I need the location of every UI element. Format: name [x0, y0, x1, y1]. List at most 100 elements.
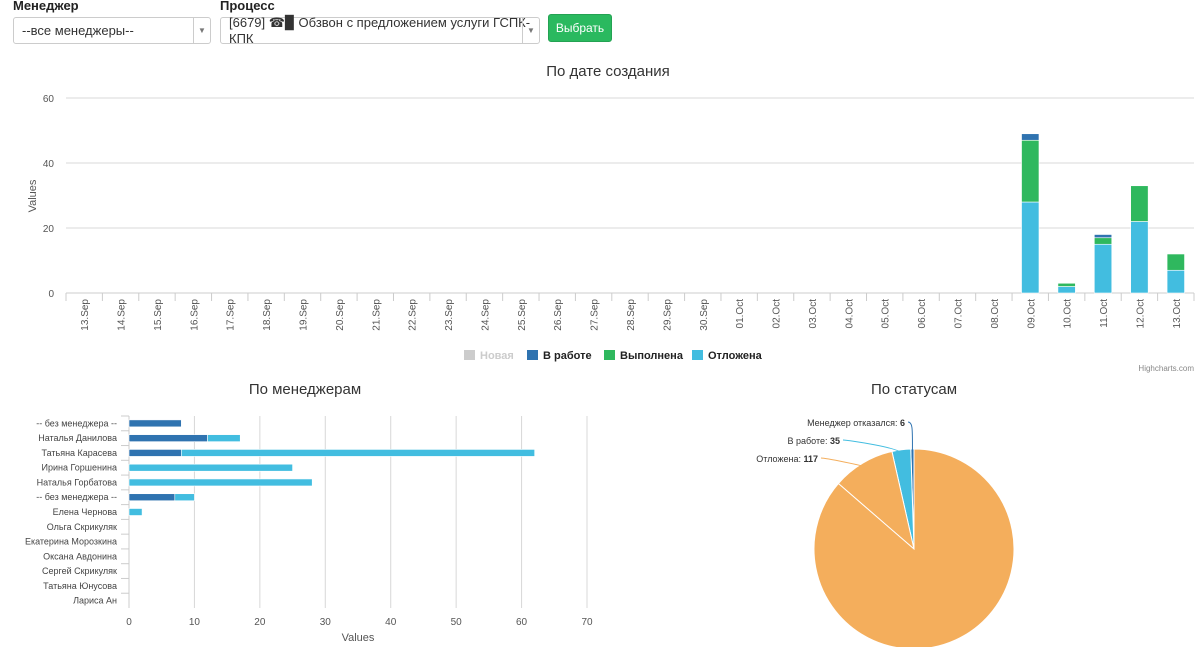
pie-connector: [907, 421, 913, 454]
legend-swatch: [464, 350, 475, 360]
x-tick-label: 24.Sep: [480, 299, 491, 331]
y-tick-label: 40: [43, 159, 55, 170]
pie-slice: [813, 448, 1015, 647]
pie-label: В работе: 35: [787, 436, 840, 446]
manager-select[interactable]: --все менеджеры-- ▼: [13, 17, 211, 44]
x-tick-label: 29.Sep: [662, 299, 673, 331]
bar-Отложена: [1130, 221, 1149, 294]
legend-swatch: [527, 350, 538, 360]
y-tick-label: 60: [43, 94, 55, 105]
x-tick-label: 30.Sep: [699, 299, 710, 331]
x-tick-label: 30: [320, 617, 332, 628]
bar-В работе: [1021, 133, 1040, 141]
bar-В работе: [1093, 234, 1113, 239]
x-tick-label: 40: [385, 617, 397, 628]
pie-connector: [820, 457, 866, 468]
bar-Отложена: [1093, 243, 1113, 294]
x-tick-label: 04.Oct: [844, 299, 855, 329]
x-tick-label: 70: [581, 617, 593, 628]
y-tick-label: -- без менеджера --: [36, 492, 117, 502]
x-tick-label: 25.Sep: [517, 299, 528, 331]
bar-Отложена: [128, 463, 293, 472]
bar-В работе: [128, 419, 182, 428]
x-tick-label: 20: [254, 617, 266, 628]
process-label: Процесс: [220, 0, 275, 13]
chart-title: По менеджерам: [249, 381, 361, 398]
credits-link: Highcharts.com: [1138, 364, 1194, 373]
process-select-value: [6679] ☎▉ Обзвон с предложением услуги Г…: [229, 15, 531, 46]
x-tick-label: 28.Sep: [626, 299, 637, 331]
x-tick-label: 13.Oct: [1172, 299, 1183, 329]
bar-Выполнена: [1130, 185, 1149, 222]
y-tick-label: Татьяна Юнусова: [43, 581, 117, 591]
x-tick-label: 03.Oct: [808, 299, 819, 329]
bar-В работе: [128, 434, 208, 442]
bar-Выполнена: [1093, 237, 1113, 245]
y-tick-label: 0: [48, 289, 54, 300]
pie-connector: [842, 439, 903, 455]
legend-item: Отложена: [708, 350, 763, 362]
x-tick-label: 26.Sep: [553, 299, 564, 331]
y-tick-label: Екатерина Морозкина: [25, 537, 117, 547]
x-tick-label: 15.Sep: [153, 299, 164, 331]
x-tick-label: 13.Sep: [80, 299, 91, 331]
legend-item: Новая: [480, 350, 514, 362]
x-tick-label: 08.Oct: [990, 299, 1001, 329]
bar-В работе: [128, 449, 182, 457]
bar-Отложена: [174, 493, 195, 502]
legend-swatch: [604, 350, 615, 360]
bar-Отложена: [128, 508, 143, 516]
process-select[interactable]: [6679] ☎▉ Обзвон с предложением услуги Г…: [220, 15, 540, 46]
chart-title: По дате создания: [546, 63, 670, 80]
x-tick-label: 02.Oct: [772, 299, 783, 329]
x-tick-label: 01.Oct: [735, 299, 746, 329]
y-axis-title: Values: [27, 179, 39, 212]
x-tick-label: 07.Oct: [953, 299, 964, 329]
submit-button[interactable]: Выбрать: [548, 14, 612, 42]
bar-Выполнена: [1021, 139, 1040, 203]
x-tick-label: 20.Sep: [335, 299, 346, 331]
bar-В работе: [128, 493, 176, 502]
y-tick-label: Ольга Скрикуляк: [47, 522, 117, 532]
x-tick-label: 11.Oct: [1099, 299, 1110, 328]
x-tick-label: 12.Oct: [1135, 299, 1146, 329]
x-tick-label: 21.Sep: [371, 299, 382, 331]
x-tick-label: 19.Sep: [299, 299, 310, 331]
x-tick-label: 10.Oct: [1063, 299, 1074, 329]
chevron-down-icon[interactable]: ▼: [193, 18, 210, 43]
legend-swatch: [692, 350, 703, 360]
bar-Отложена: [1021, 201, 1040, 294]
x-tick-label: 22.Sep: [408, 299, 419, 331]
y-tick-label: 20: [43, 224, 55, 235]
pie-label: Менеджер отказался: 6: [807, 418, 905, 428]
y-tick-label: Елена Чернова: [53, 507, 117, 517]
x-tick-label: 17.Sep: [226, 299, 237, 331]
y-tick-label: Наталья Горбатова: [37, 477, 117, 487]
x-tick-label: 23.Sep: [444, 299, 455, 331]
legend-item: Выполнена: [620, 350, 684, 362]
bar-Отложена: [128, 478, 313, 487]
x-axis-title: Values: [342, 632, 375, 644]
bar-Отложена: [1166, 269, 1185, 294]
x-tick-label: 09.Oct: [1026, 299, 1037, 329]
bar-Отложена: [181, 449, 535, 457]
y-tick-label: Сергей Скрикуляк: [42, 566, 117, 576]
y-tick-label: Оксана Авдонина: [43, 551, 117, 561]
manager-select-value: --все менеджеры--: [22, 23, 134, 38]
y-tick-label: Ирина Горшенина: [42, 463, 117, 473]
chevron-down-icon[interactable]: ▼: [522, 18, 539, 43]
manager-label: Менеджер: [13, 0, 79, 13]
x-tick-label: 10: [189, 617, 201, 628]
y-tick-label: Наталья Данилова: [38, 433, 117, 443]
bar-Отложена: [207, 434, 241, 442]
x-tick-label: 50: [451, 617, 463, 628]
y-tick-label: -- без менеджера --: [36, 418, 117, 428]
legend-item: В работе: [543, 350, 592, 362]
chart-title: По статусам: [871, 381, 957, 398]
x-tick-label: 18.Sep: [262, 299, 273, 331]
x-tick-label: 60: [516, 617, 528, 628]
x-tick-label: 06.Oct: [917, 299, 928, 329]
x-tick-label: 27.Sep: [590, 299, 601, 331]
pie-label: Отложена: 117: [756, 454, 818, 464]
bar-Выполнена: [1057, 282, 1076, 287]
